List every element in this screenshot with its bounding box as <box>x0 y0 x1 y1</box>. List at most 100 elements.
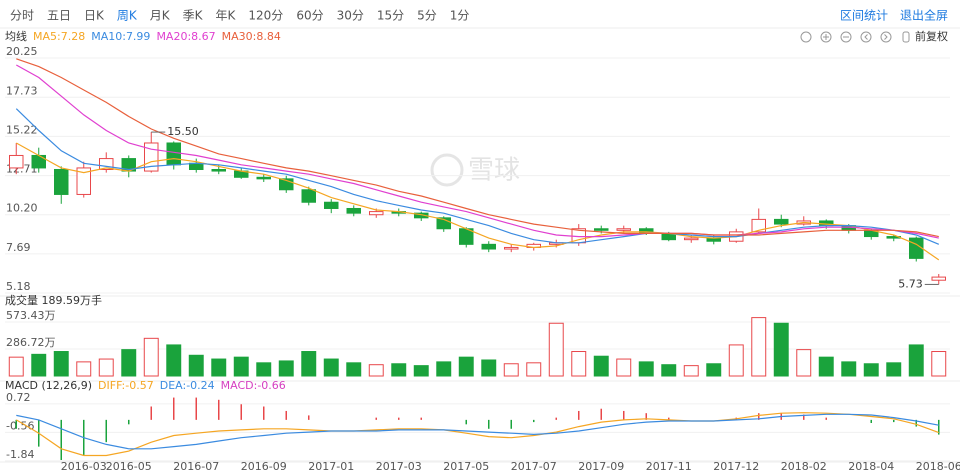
y-tick-label: 17.73 <box>6 84 38 97</box>
volume-bar <box>53 351 69 377</box>
line-series <box>16 64 939 239</box>
candle-body <box>279 178 294 191</box>
candle-body <box>31 154 46 169</box>
period-tab[interactable]: 60分 <box>296 9 323 23</box>
period-tab[interactable]: 周K <box>117 9 138 23</box>
x-tick-label: 2017-07 <box>511 460 557 473</box>
volume-bar <box>31 353 47 377</box>
candle-body <box>324 201 339 209</box>
volume-bar <box>98 358 114 377</box>
candle-body <box>54 168 69 195</box>
candle-body <box>504 246 519 250</box>
period-tab[interactable]: 日K <box>84 9 105 23</box>
candle-body <box>211 168 226 172</box>
y-tick-label: 20.25 <box>6 45 38 58</box>
x-tick-label: 2018-04 <box>848 460 894 473</box>
volume-bar <box>256 362 272 377</box>
candle-body <box>436 217 451 230</box>
zoom-in-button[interactable] <box>820 31 832 43</box>
line-series <box>16 142 940 261</box>
volume-bar <box>121 349 137 377</box>
period-tab[interactable]: 1分 <box>450 9 470 23</box>
volume-bar <box>863 363 879 377</box>
volume-bar <box>391 363 407 377</box>
candle-body <box>256 176 271 180</box>
volume-bar <box>8 356 24 377</box>
legend-entry: DEA:-0.24 <box>160 379 215 392</box>
volume-bar <box>76 361 92 377</box>
volume-bar <box>773 322 789 377</box>
volume-bar <box>796 349 812 377</box>
x-tick-label: 2017-09 <box>578 460 624 473</box>
legend-title: 均线 <box>5 29 27 43</box>
volume-bar <box>211 358 227 377</box>
watermark <box>430 153 464 187</box>
volume-bar <box>751 317 767 377</box>
volume-bar <box>188 354 204 377</box>
candle-body <box>76 167 91 195</box>
reset-button[interactable] <box>800 31 812 43</box>
period-tab[interactable]: 120分 <box>248 9 283 23</box>
panel-title: 成交量 189.59万手 <box>5 293 102 307</box>
legend-entry: DIFF:-0.57 <box>98 379 154 392</box>
toolbar-action[interactable]: 区间统计 <box>840 9 888 23</box>
line-series <box>16 58 939 238</box>
x-tick-label: 2016-09 <box>241 460 287 473</box>
volume-bar <box>301 351 317 377</box>
x-tick-label: 2017-12 <box>713 460 759 473</box>
x-tick-label: 2016-07 <box>173 460 219 473</box>
volume-bar <box>908 344 924 377</box>
volume-bar <box>166 344 182 377</box>
y-tick-label: 5.18 <box>6 280 31 293</box>
x-tick-label: 2017-01 <box>308 460 354 473</box>
volume-bar <box>638 361 654 377</box>
volume-bar <box>458 356 474 377</box>
period-tab[interactable]: 五日 <box>47 9 71 23</box>
toolbar-action[interactable]: 退出全屏 <box>900 8 948 23</box>
volume-bar <box>683 365 699 377</box>
candle-body <box>751 218 766 233</box>
volume-bar <box>706 363 722 377</box>
legend-entry: MACD:-0.66 <box>221 379 286 392</box>
annotation: 15.50 <box>167 125 199 138</box>
x-tick-label: 2016-03 <box>61 460 107 473</box>
right-button[interactable] <box>880 31 892 43</box>
period-tab[interactable]: 分时 <box>10 9 34 23</box>
volume-bar <box>818 356 834 377</box>
left-button[interactable] <box>860 31 872 43</box>
y-tick-label: -1.84 <box>6 448 34 461</box>
y-tick-label: -0.56 <box>6 419 34 432</box>
panel-title: MACD (12,26,9) <box>5 379 92 392</box>
volume-bar <box>413 365 429 377</box>
y-tick-label: 0.72 <box>6 391 31 404</box>
legend-entry: MA30:8.84 <box>222 30 281 43</box>
volume-bar <box>593 355 609 377</box>
period-tab[interactable]: 季K <box>183 9 204 23</box>
volume-bar <box>278 360 294 377</box>
volume-bar <box>346 362 362 377</box>
period-tab[interactable]: 30分 <box>337 9 364 23</box>
annotation: 5.73 <box>898 277 923 290</box>
candle-body <box>481 243 496 250</box>
candle-body <box>369 211 384 216</box>
adjust-label[interactable]: 前复权 <box>915 29 948 43</box>
period-tab[interactable]: 月K <box>150 9 171 23</box>
y-tick-label: 15.22 <box>6 123 38 136</box>
volume-bar <box>886 362 902 377</box>
candle-body <box>166 142 181 166</box>
candle-body <box>594 228 609 231</box>
y-tick-label: 10.20 <box>6 202 38 215</box>
period-tab[interactable]: 5分 <box>417 9 437 23</box>
adjust-icon[interactable] <box>902 31 910 43</box>
x-tick-label: 2016-05 <box>106 460 152 473</box>
period-tab[interactable]: 15分 <box>377 9 404 23</box>
volume-bar <box>616 358 632 377</box>
zoom-out-button[interactable] <box>840 31 852 43</box>
period-tab[interactable]: 年K <box>216 9 237 23</box>
x-tick-label: 2017-03 <box>376 460 422 473</box>
volume-bar <box>841 361 857 377</box>
candle-body <box>931 276 946 281</box>
volume-bar <box>323 358 339 377</box>
x-tick-label: 2018-06 <box>916 460 960 473</box>
volume-bar <box>143 337 159 377</box>
